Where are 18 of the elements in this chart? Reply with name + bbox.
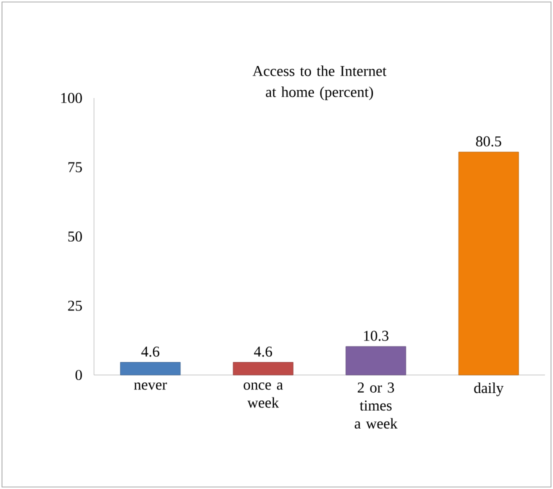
data-label: 10.3 [364,330,388,341]
bar [346,346,406,376]
data-label: 4.6 [254,346,272,357]
y-tick-label: 25 [68,300,82,311]
chart-title: Access to the Internet at home (percent) [252,66,386,100]
bar [232,362,294,376]
data-label: 4.6 [141,346,160,357]
x-tick-label: 2 or 3 times a week [354,382,398,429]
bar [120,362,181,376]
y-tick-label: 50 [68,231,82,242]
data-label: 80.5 [476,136,502,146]
y-tick-label: 75 [68,162,82,172]
x-tick-label: once a week [244,382,283,408]
bar [458,152,519,376]
y-tick-label: 100 [61,92,82,104]
x-tick-label: daily [474,382,504,396]
y-tick-label: 0 [76,370,82,380]
x-tick-label: never [134,382,167,390]
